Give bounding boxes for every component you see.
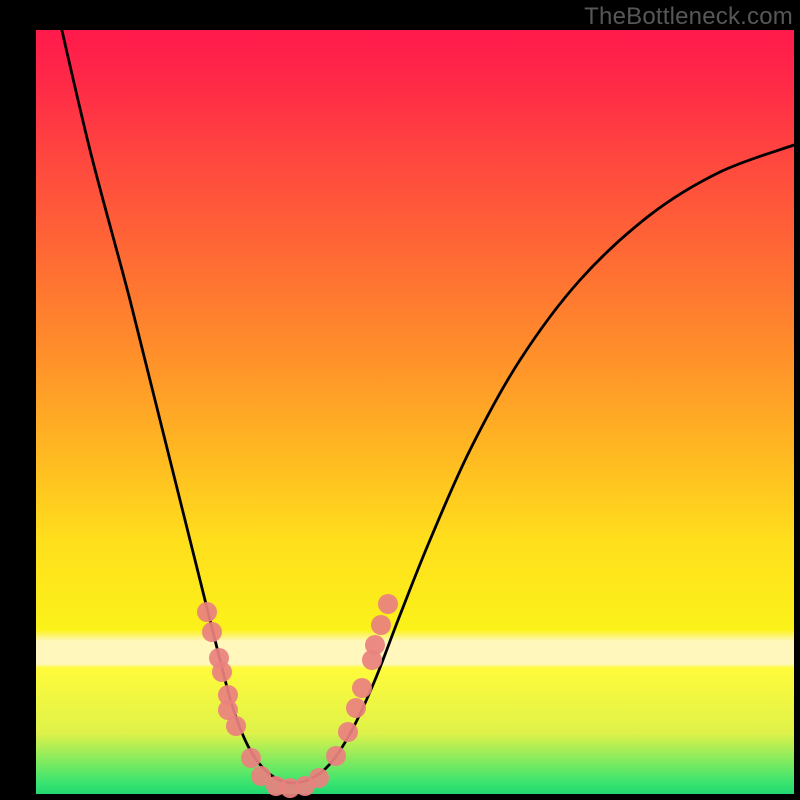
curve-marker (226, 716, 246, 736)
curve-marker (338, 722, 358, 742)
curve-marker (212, 662, 232, 682)
curve-marker (326, 746, 346, 766)
chart-canvas: TheBottleneck.com (0, 0, 800, 800)
curve-marker (309, 768, 329, 788)
curve-marker (346, 698, 366, 718)
watermark-text: TheBottleneck.com (584, 3, 793, 31)
curve-marker (241, 748, 261, 768)
curve-marker (371, 615, 391, 635)
gradient-background (36, 30, 794, 794)
curve-marker (202, 622, 222, 642)
plot-area (36, 30, 794, 794)
curve-marker (352, 678, 372, 698)
plot-svg (36, 30, 794, 794)
curve-marker (378, 594, 398, 614)
curve-marker (365, 635, 385, 655)
curve-marker (197, 602, 217, 622)
